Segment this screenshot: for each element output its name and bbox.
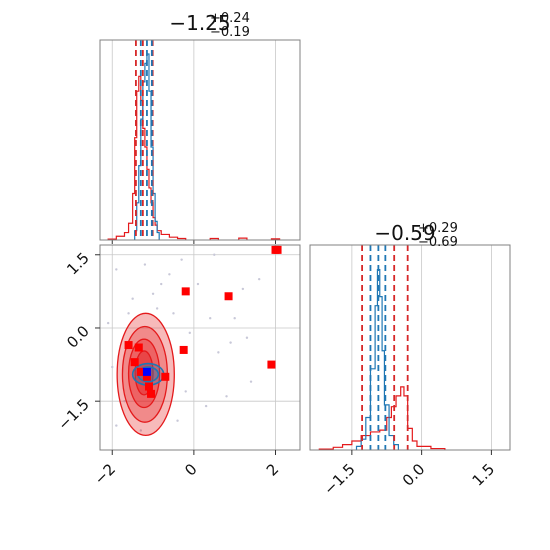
joint-y-tick-label-0: −1.5 bbox=[54, 395, 92, 433]
histogram-param2-tick-label-0: −1.5 bbox=[320, 460, 358, 498]
background-point-19 bbox=[241, 287, 245, 291]
histogram-param1-grid bbox=[111, 40, 277, 244]
red-marker-3 bbox=[224, 292, 233, 301]
background-point-29 bbox=[139, 429, 143, 432]
title-param1-median: −1.25 bbox=[169, 11, 230, 35]
histogram-param2-title: −0.59 bbox=[374, 221, 435, 245]
histogram-param1-series bbox=[107, 53, 281, 240]
histogram-param1-frame bbox=[99, 39, 301, 241]
background-point-4 bbox=[245, 336, 249, 339]
histogram-param2-tick-label-1: 0.0 bbox=[399, 460, 429, 490]
joint-x-tick-label-0: −2 bbox=[91, 460, 119, 488]
background-point-11 bbox=[168, 273, 171, 276]
background-point-12 bbox=[143, 263, 147, 266]
red-marker-7 bbox=[134, 343, 143, 352]
joint-grid bbox=[100, 245, 300, 450]
blue-marker-0 bbox=[142, 367, 151, 376]
histogram-blue bbox=[134, 53, 160, 240]
red-marker-10 bbox=[142, 372, 151, 381]
background-point-8 bbox=[204, 404, 208, 408]
histogram-param1-quantiles bbox=[135, 40, 154, 240]
red-marker-4 bbox=[179, 345, 188, 354]
title-param2-median: −0.59 bbox=[374, 221, 435, 245]
background-point-21 bbox=[209, 317, 212, 320]
red-marker-8 bbox=[130, 358, 139, 367]
red-marker-1 bbox=[273, 245, 282, 254]
background-point-20 bbox=[131, 297, 134, 300]
histogram-red bbox=[318, 386, 446, 450]
joint-frame bbox=[99, 244, 301, 451]
red-marker-12 bbox=[144, 382, 153, 391]
title-param1-plus: +0.24 bbox=[210, 11, 250, 26]
histogram-param2-grid bbox=[351, 245, 492, 450]
red-marker-2 bbox=[181, 287, 190, 296]
red-marker-6 bbox=[124, 341, 133, 350]
histogram-param2-x-ticks: −1.5 0.0 1.5 bbox=[320, 450, 498, 499]
histogram-param1-title: −1.25 bbox=[169, 11, 230, 35]
title-param2-minus: −0.69 bbox=[418, 235, 458, 250]
joint-x-tick-label-1: 0 bbox=[181, 460, 200, 479]
histogram-param2-tick-label-2: 1.5 bbox=[469, 460, 499, 490]
background-point-0 bbox=[115, 268, 118, 271]
background-point-13 bbox=[257, 277, 261, 281]
joint-y-ticks: −1.5 0.0 1.5 bbox=[54, 249, 100, 434]
background-point-25 bbox=[249, 380, 253, 383]
histogram-red bbox=[107, 75, 281, 240]
red-marker-9 bbox=[136, 367, 145, 376]
background-point-23 bbox=[155, 307, 159, 310]
background-point-5 bbox=[229, 341, 232, 344]
title-param1-minus: −0.19 bbox=[210, 25, 250, 40]
background-point-14 bbox=[196, 282, 200, 286]
histogram-param2-series bbox=[318, 269, 446, 450]
histogram-param2-quantiles bbox=[361, 245, 409, 450]
background-point-15 bbox=[123, 399, 126, 403]
histogram-panel-param2: −1.5 0.0 1.5 −0.59 +0.29 −0.69 bbox=[309, 221, 511, 499]
background-point-28 bbox=[151, 292, 155, 296]
background-point-22 bbox=[188, 331, 191, 335]
joint-y-tick-label-2: 1.5 bbox=[63, 249, 93, 279]
background-point-24 bbox=[106, 321, 110, 325]
background-point-16 bbox=[217, 351, 220, 354]
histogram-panel-param1: −1.25 +0.24 −0.19 bbox=[99, 11, 301, 244]
background-point-6 bbox=[115, 424, 118, 427]
red-marker-11 bbox=[161, 372, 170, 381]
background-point-9 bbox=[111, 365, 114, 369]
red-marker-5 bbox=[267, 360, 276, 369]
title-param2-plus: +0.29 bbox=[418, 221, 458, 236]
joint-x-ticks: −2 0 2 bbox=[91, 450, 282, 488]
background-point-2 bbox=[213, 253, 216, 256]
background-point-26 bbox=[225, 395, 228, 398]
background-point-27 bbox=[172, 312, 175, 315]
joint-x-tick-label-2: 2 bbox=[263, 460, 282, 479]
background-point-18 bbox=[180, 258, 183, 261]
background-point-10 bbox=[233, 317, 236, 320]
histogram-param2-frame bbox=[309, 244, 511, 451]
background-point-1 bbox=[127, 312, 130, 315]
red-marker-13 bbox=[147, 389, 156, 398]
background-point-17 bbox=[184, 390, 187, 393]
background-point-3 bbox=[160, 282, 163, 286]
joint-panel-param1-param2: −2 0 2 −1.5 0.0 1.5 bbox=[54, 244, 301, 488]
joint-marker-points bbox=[124, 245, 282, 398]
joint-y-tick-label-1: 0.0 bbox=[63, 322, 93, 352]
background-point-7 bbox=[176, 419, 179, 422]
joint-background-points bbox=[106, 253, 261, 432]
